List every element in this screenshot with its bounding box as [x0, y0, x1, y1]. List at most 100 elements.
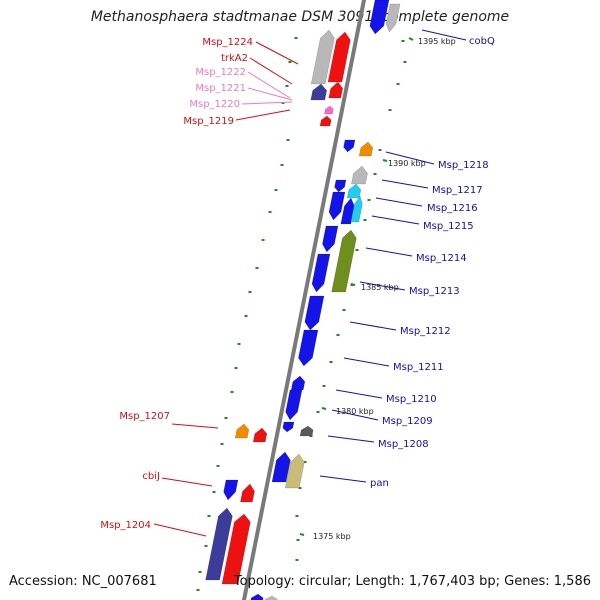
tick-mark: [248, 291, 252, 293]
gene-pan-b: [284, 453, 305, 489]
leader-line: [375, 197, 423, 207]
tick-mark: [295, 515, 299, 517]
tick-mark: [274, 189, 278, 191]
gene-label-msp-1220[interactable]: Msp_1220: [189, 99, 240, 110]
tick-mark: [373, 173, 377, 175]
tick-mark: [230, 391, 234, 393]
leader-line: [365, 247, 413, 257]
gene-label-msp-1224[interactable]: Msp_1224: [202, 37, 253, 48]
leader-line: [335, 389, 383, 399]
tick-mark: [295, 559, 299, 561]
gene-cbij-a: [223, 479, 239, 501]
kbp-marker-label: 1385 kbp: [361, 283, 399, 292]
gene-label-msp-1218[interactable]: Msp_1218: [438, 160, 489, 171]
gene-label-msp-1215[interactable]: Msp_1215: [423, 221, 474, 232]
tick-mark: [396, 83, 400, 85]
gene-label-cobq[interactable]: cobQ: [469, 36, 495, 47]
tick-mark: [204, 545, 208, 547]
tick-mark: [378, 149, 382, 151]
gene-label-msp-1210[interactable]: Msp_1210: [386, 394, 437, 405]
kbp-markers: 1395 kbp 1390 kbp 1385 kbp 1380 kbp 1375 kbp: [313, 37, 456, 541]
gene-label-msp-1209[interactable]: Msp_1209: [382, 416, 433, 427]
gene-msp-1217b: [334, 179, 347, 193]
gene-label-cbij[interactable]: cbiJ: [142, 471, 160, 482]
tick-mark: [224, 417, 228, 419]
leader-line: [385, 151, 435, 165]
gene-msp-1214: [331, 229, 357, 293]
leader-line: [255, 41, 299, 65]
tick-mark: [316, 411, 320, 413]
tick-mark: [207, 515, 211, 517]
tick-mark: [261, 239, 265, 241]
tick-mark: [212, 491, 216, 493]
gene-bottom-b: [264, 595, 278, 600]
tick-mark: [342, 309, 346, 311]
gene-msp-1216b: [328, 191, 346, 221]
tick-mark: [336, 334, 340, 336]
major-tick-mark: [321, 407, 327, 410]
gene-msp-1204b: [221, 513, 251, 585]
gene-msp-1215b: [350, 195, 363, 223]
kbp-marker-label: 1390 kbp: [388, 159, 426, 168]
gene-msp-1215: [340, 197, 355, 225]
gene-label-trka2[interactable]: trkA2: [221, 53, 248, 64]
kbp-marker-label: 1395 kbp: [418, 37, 456, 46]
gene-label-msp-1213[interactable]: Msp_1213: [409, 286, 460, 297]
gene-msp-1212: [304, 295, 325, 331]
tick-mark: [403, 61, 407, 63]
gene-msp-1208a: [282, 421, 295, 433]
gene-bottom-a: [250, 593, 264, 600]
leader-line: [371, 215, 420, 225]
gene-msp-1208b: [299, 425, 314, 437]
major-tick-mark: [408, 37, 414, 41]
gene-msp-1216: [346, 183, 362, 199]
gene-msp-1218a: [343, 139, 356, 153]
gene-msp-1211: [298, 329, 319, 367]
tick-mark: [255, 267, 259, 269]
major-tick-mark: [299, 533, 305, 536]
gene-label-msp-1221[interactable]: Msp_1221: [195, 83, 246, 94]
gene-msp-1219: [319, 115, 332, 127]
tick-mark: [388, 109, 392, 111]
gene-label-msp-1212[interactable]: Msp_1212: [400, 326, 451, 337]
tick-mark: [322, 385, 326, 387]
tick-mark: [220, 443, 224, 445]
gene-label-msp-1217[interactable]: Msp_1217: [432, 185, 483, 196]
tick-mark: [329, 361, 333, 363]
gene-cobq-b: [385, 3, 401, 33]
leader-line: [171, 423, 219, 429]
gene-label-pan[interactable]: pan: [370, 478, 389, 489]
leader-line: [421, 29, 467, 41]
major-tick-mark: [382, 159, 388, 162]
gene-label-msp-1222[interactable]: Msp_1222: [195, 67, 246, 78]
major-tick-mark: [350, 283, 356, 286]
tick-mark: [296, 539, 300, 541]
gene-cobq: [369, 0, 390, 35]
gene-msp-1221: [328, 81, 343, 99]
gene-label-msp-1207[interactable]: Msp_1207: [119, 411, 170, 422]
gene-label-msp-1216[interactable]: Msp_1216: [427, 203, 478, 214]
leader-line: [153, 523, 207, 537]
gene-label-msp-1214[interactable]: Msp_1214: [416, 253, 467, 264]
gene-label-msp-1219[interactable]: Msp_1219: [183, 116, 234, 127]
tick-mark: [196, 589, 200, 591]
accession-text: Accession: NC_007681: [9, 574, 157, 589]
gene-msp-1209: [285, 389, 303, 421]
tick-mark: [216, 465, 220, 467]
leader-line: [235, 109, 291, 121]
gene-label-msp-1211[interactable]: Msp_1211: [393, 362, 444, 373]
gene-msp-1220: [324, 105, 334, 115]
gene-label-msp-1204[interactable]: Msp_1204: [100, 520, 151, 531]
tick-mark: [237, 343, 241, 345]
tick-mark: [286, 139, 290, 141]
genome-title: Methanosphaera stadtmanae DSM 3091, comp…: [90, 9, 510, 25]
gene-msp-1207a: [234, 423, 250, 439]
kbp-marker-label: 1380 kbp: [336, 407, 374, 416]
gene-label-msp-1208[interactable]: Msp_1208: [378, 439, 429, 450]
backbone-line: [241, 0, 367, 600]
gene-features: [205, 0, 401, 600]
leader-line: [331, 409, 379, 421]
leader-line: [343, 357, 390, 367]
